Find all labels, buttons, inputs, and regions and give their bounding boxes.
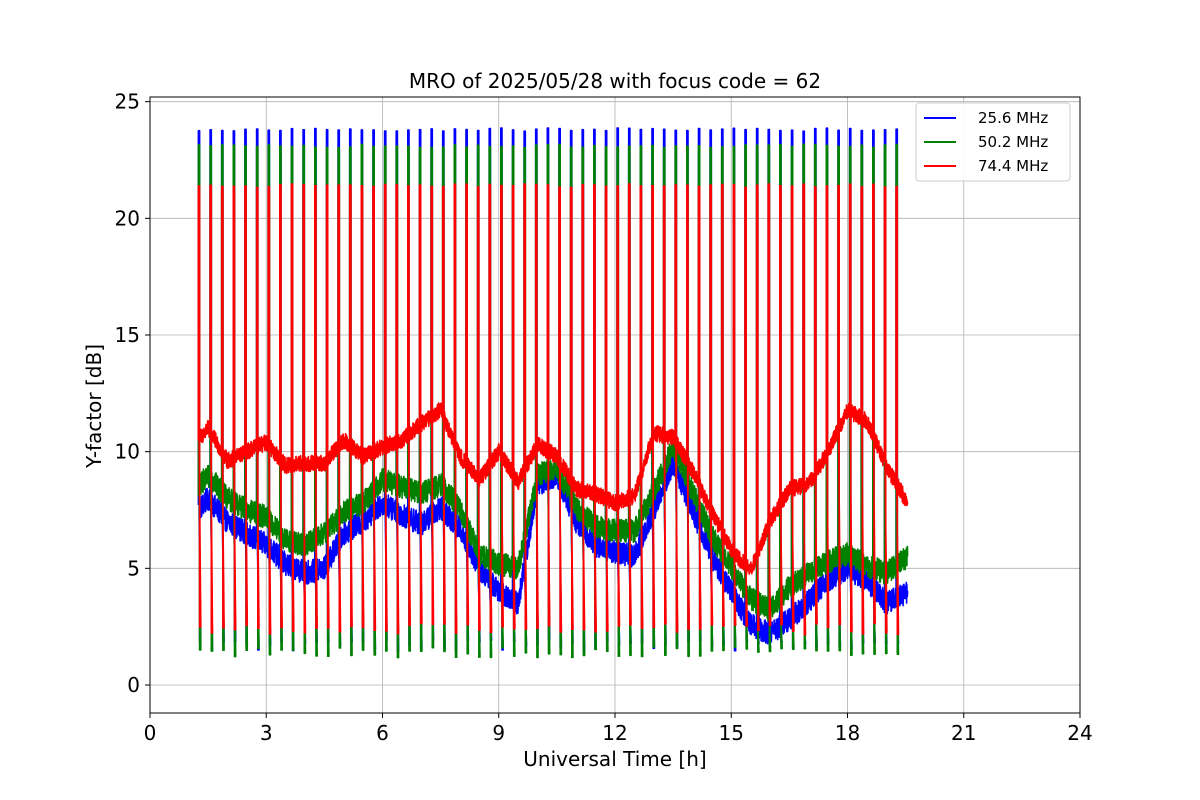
legend-label: 25.6 MHz — [978, 109, 1048, 127]
legend: 25.6 MHz 50.2 MHz 74.4 MHz — [915, 102, 1071, 182]
y-tick-label: 0 — [127, 673, 140, 697]
x-tick-label: 24 — [1067, 721, 1092, 745]
x-tick-label: 15 — [719, 721, 744, 745]
x-tick-label: 21 — [951, 721, 976, 745]
series-line-74-4-MHz — [197, 183, 909, 636]
y-tick-label: 15 — [115, 323, 140, 347]
plot-area — [197, 127, 909, 659]
y-tick-label: 5 — [127, 556, 140, 580]
x-tick-label: 6 — [376, 721, 389, 745]
x-axis-label: Universal Time [h] — [523, 747, 706, 771]
legend-box — [915, 102, 1071, 182]
y-tick-label: 20 — [115, 206, 140, 230]
y-axis-label: Y-factor [dB] — [82, 344, 106, 469]
legend-label: 50.2 MHz — [978, 133, 1048, 151]
y-tick-label: 10 — [115, 440, 140, 464]
axes: 0 3 6 9 12 15 18 21 24 0 5 10 15 20 25 — [115, 90, 1093, 745]
chart-title: MRO of 2025/05/28 with focus code = 62 — [409, 69, 821, 93]
x-tick-label: 3 — [260, 721, 273, 745]
x-tick-label: 18 — [835, 721, 860, 745]
x-tick-label: 9 — [492, 721, 505, 745]
legend-label: 74.4 MHz — [978, 157, 1048, 175]
x-tick-label: 0 — [144, 721, 157, 745]
y-tick-label: 25 — [115, 90, 140, 114]
x-tick-label: 12 — [602, 721, 627, 745]
